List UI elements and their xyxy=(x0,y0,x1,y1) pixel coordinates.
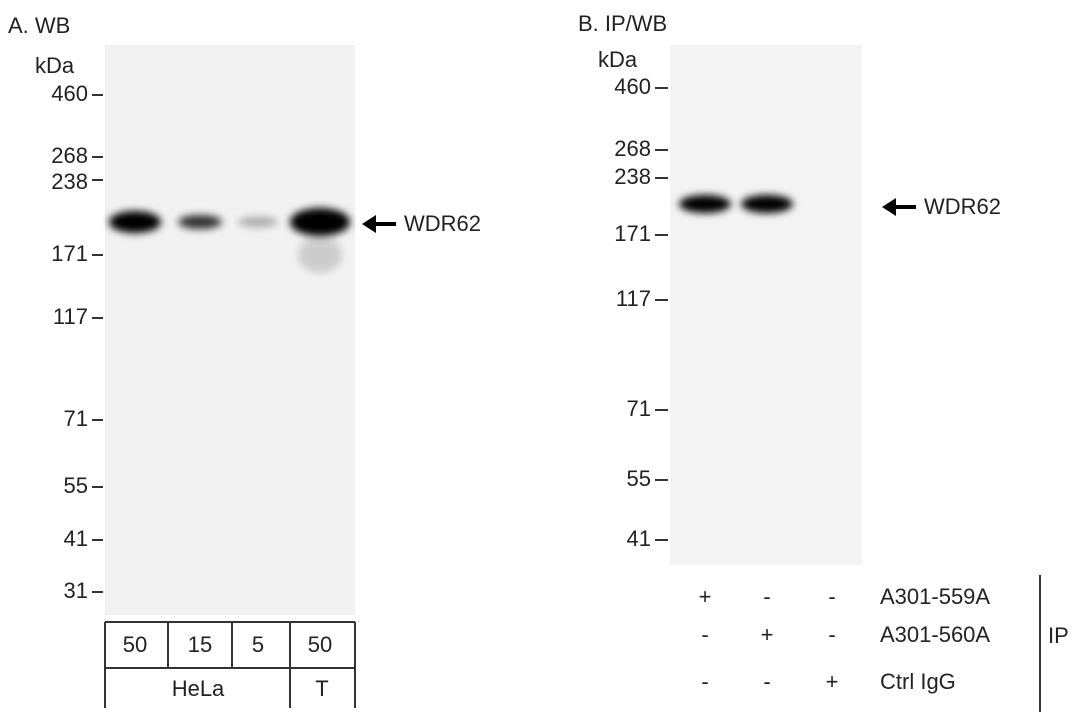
marker-label: 460 xyxy=(614,74,651,99)
lane-label: 15 xyxy=(188,632,212,657)
row-label: A301-560A xyxy=(880,622,990,647)
lane-label: 5 xyxy=(252,632,264,657)
marker-label: 238 xyxy=(614,164,651,189)
marker-label: 41 xyxy=(64,526,88,551)
arrow-head xyxy=(882,198,896,216)
smear xyxy=(298,237,342,273)
row-label: Ctrl IgG xyxy=(880,669,956,694)
marker-label: 268 xyxy=(51,143,88,168)
marker-label: 268 xyxy=(614,136,651,161)
marker-label: 238 xyxy=(51,169,88,194)
blot-b xyxy=(670,45,862,565)
sign: - xyxy=(701,622,708,647)
group-label: T xyxy=(315,676,328,701)
marker-label: 55 xyxy=(627,466,651,491)
sign: - xyxy=(763,669,770,694)
marker-label: 31 xyxy=(64,578,88,603)
panel-title: B. IP/WB xyxy=(578,11,667,36)
marker-label: 71 xyxy=(627,396,651,421)
band xyxy=(290,208,350,236)
sign: + xyxy=(826,669,839,694)
marker-label: 171 xyxy=(614,221,651,246)
marker-label: 71 xyxy=(64,406,88,431)
sign: + xyxy=(761,622,774,647)
marker-label: 117 xyxy=(53,304,88,329)
target-label: WDR62 xyxy=(404,211,481,236)
sign: - xyxy=(828,622,835,647)
band xyxy=(679,195,731,213)
lane-label: 50 xyxy=(123,632,147,657)
marker-label: 117 xyxy=(616,286,651,311)
target-label: WDR62 xyxy=(924,194,1001,219)
band xyxy=(741,195,793,213)
sign: - xyxy=(763,584,770,609)
sign: + xyxy=(699,584,712,609)
unit-label: kDa xyxy=(598,47,638,72)
sign: - xyxy=(701,669,708,694)
marker-label: 460 xyxy=(51,81,88,106)
group-label: HeLa xyxy=(172,676,225,701)
sign: - xyxy=(828,584,835,609)
lane-label: 50 xyxy=(308,632,332,657)
row-label: A301-559A xyxy=(880,584,990,609)
band xyxy=(109,211,161,233)
marker-label: 41 xyxy=(627,526,651,551)
arrow-head xyxy=(362,215,376,233)
ip-label: IP xyxy=(1048,623,1069,648)
marker-label: 55 xyxy=(64,473,88,498)
unit-label: kDa xyxy=(35,53,75,78)
band xyxy=(238,217,278,227)
marker-label: 171 xyxy=(51,241,88,266)
band xyxy=(178,215,222,229)
blot-a xyxy=(105,45,355,615)
panel-title: A. WB xyxy=(8,13,70,38)
